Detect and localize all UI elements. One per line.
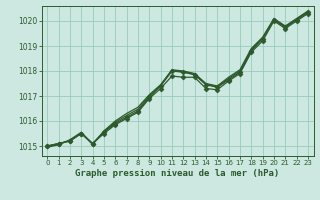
X-axis label: Graphe pression niveau de la mer (hPa): Graphe pression niveau de la mer (hPa): [76, 169, 280, 178]
